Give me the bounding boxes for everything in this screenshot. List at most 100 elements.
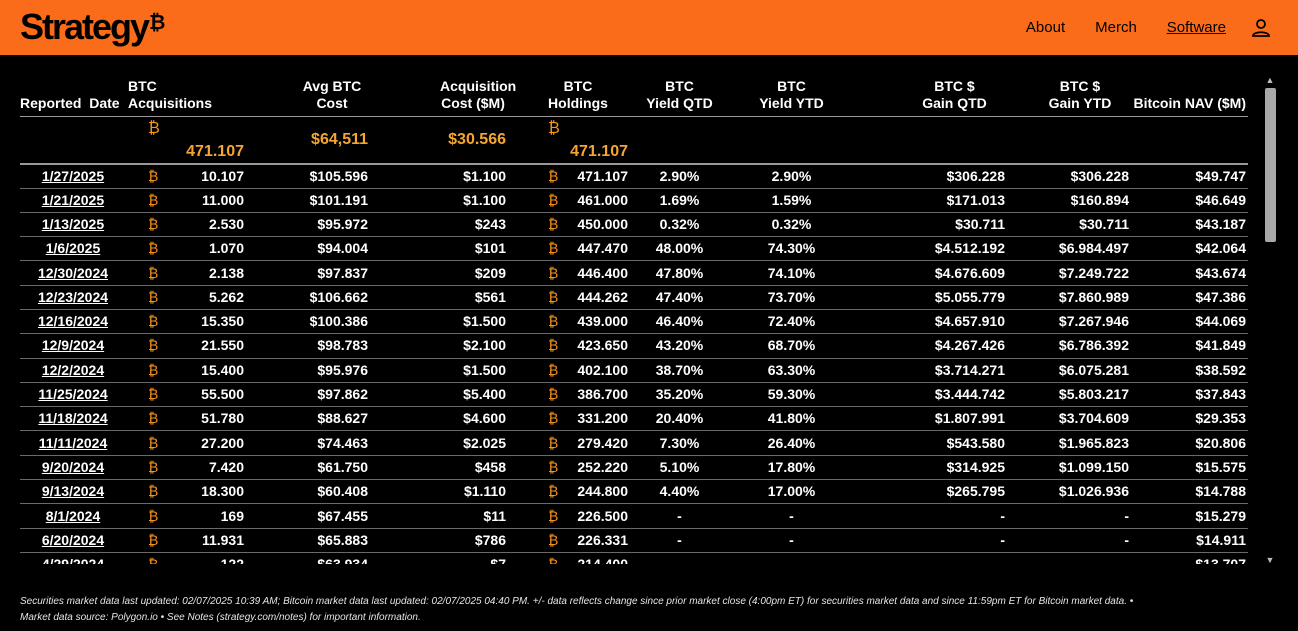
btc-yield-qtd-cell: 38.70% [630,358,731,383]
btc-acquisitions-value: 27.200 [201,434,244,451]
btc-holdings-value: 439.000 [577,313,628,330]
btc-gain-ytd-cell: - [1007,552,1131,564]
avg-btc-cost-cell: $94.004 [246,236,370,262]
btc-holdings-value: 423.650 [577,337,628,354]
btc-holdings-cell: ₿ 450.000 [508,212,630,238]
bitcoin-symbol-icon: ₿ [148,531,159,548]
btc-holdings-cell: ₿ 386.700 [508,382,630,408]
scroll-up-arrow-icon[interactable]: ▲ [1265,75,1275,85]
btc-acquisitions-value: 10.107 [201,167,244,184]
reported-date-link[interactable]: 9/13/2024 [41,483,105,500]
footer-line-source: Market data source: Polygon.io • See Not… [20,612,421,623]
btc-gain-qtd-cell: $4.267.426 [854,333,1007,359]
btc-acquisitions-cell: ₿ 1.070 [128,236,246,262]
nav-merch-link[interactable]: Merch [1095,19,1137,36]
reported-date-link[interactable]: 1/27/2025 [41,167,105,184]
btc-gain-qtd-cell: - [854,528,1007,553]
btc-holdings-value: 226.331 [577,531,628,548]
avg-btc-cost-cell: $100.386 [246,309,370,335]
scroll-thumb[interactable] [1265,88,1276,242]
btc-acquisitions-value: 1.070 [208,240,244,257]
reported-date-link[interactable]: 11/18/2024 [38,410,108,427]
col-btc-gain-qtd[interactable]: BTC $ Gain QTD [854,72,1007,117]
btc-acquisitions-value: 5.262 [208,288,244,305]
btc-gain-qtd-cell: $3.444.742 [854,382,1007,408]
btc-yield-ytd-cell: 63.30% [731,358,854,383]
reported-date-cell: 11/18/2024 [20,406,128,432]
reported-date-link[interactable]: 4/29/2024 [42,556,104,564]
reported-date-link[interactable]: 6/20/2024 [41,531,105,548]
btc-acquisitions-cell: ₿ 18.300 [128,479,246,505]
table-row: 8/1/2024 ₿ 169 $67.455 $11 ₿ 226.500- - - - $15.27… [20,503,1248,529]
btc-holdings-value: 447.470 [577,240,628,257]
bitcoin-nav-cell: $13.707 [1131,552,1248,564]
btc-acquisitions-cell: ₿ 2.530 [128,212,246,238]
bitcoin-symbol-icon: ₿ [548,483,559,500]
bitcoin-symbol-icon: ₿ [548,410,559,427]
reported-date-link[interactable]: 1/6/2025 [45,240,101,257]
btc-yield-ytd-cell: 72.40% [731,309,854,335]
bitcoin-symbol-icon: ₿ [548,361,559,378]
btc-acquisitions-cell: ₿ 7.420 [128,455,246,481]
btc-holdings-cell: ₿ 471.107 [508,163,630,189]
btc-yield-ytd-cell: 68.70% [731,333,854,359]
avg-btc-cost-cell: $97.837 [246,260,370,286]
user-icon[interactable] [1250,17,1272,39]
strategy-logo[interactable]: Strategy₿ [20,6,166,47]
btc-gain-qtd-cell: $4.676.609 [854,260,1007,286]
col-reported-date[interactable]: Reported Date [20,72,128,117]
btc-holdings-cell: ₿ 279.420 [508,430,630,456]
btc-holdings-value: 402.100 [577,361,628,378]
col-btc-gain-ytd[interactable]: BTC $ Gain YTD [1007,72,1131,117]
btc-holdings-value: 226.500 [577,507,628,524]
vertical-scrollbar[interactable]: ▲ ▼ [1263,74,1277,566]
reported-date-link[interactable]: 12/23/2024 [37,288,109,305]
bitcoin-symbol-icon: ₿ [148,553,158,564]
btc-gain-ytd-cell: $306.228 [1007,163,1131,189]
reported-date-link[interactable]: 12/2/2024 [41,361,105,378]
btc-gain-qtd-cell: $30.711 [854,212,1007,238]
col-btc-yield-ytd[interactable]: BTC Yield YTD [731,72,854,117]
btc-yield-qtd-cell: 2.90% [630,163,731,189]
reported-date-link[interactable]: 9/20/2024 [41,458,105,475]
col-acquisition-cost[interactable]: Acquisition Cost ($M) [370,72,516,117]
col-btc-acquisitions[interactable]: BTC Acquisitions [128,72,246,117]
btc-holdings-value: 450.000 [577,215,628,232]
reported-date-link[interactable]: 12/16/2024 [37,313,109,330]
avg-btc-cost-cell: $60.408 [246,479,370,505]
col-btc-yield-qtd[interactable]: BTC Yield QTD [630,72,731,117]
reported-date-link[interactable]: 11/25/2024 [38,386,108,403]
bitcoin-nav-cell: $15.575 [1131,455,1248,481]
btc-yield-ytd-cell: 59.30% [731,382,854,408]
nav-software-link[interactable]: Software [1166,19,1226,36]
summary-holdings: ₿ 471.107 [508,116,630,165]
btc-acquisitions-value: 169 [220,507,244,524]
reported-date-cell: 12/16/2024 [20,309,128,335]
btc-holdings-cell: ₿ 447.470 [508,236,630,262]
btc-yield-qtd-cell: 46.40% [630,309,731,335]
reported-date-link[interactable]: 8/1/2024 [45,507,101,524]
reported-date-link[interactable]: 12/30/2024 [37,264,109,281]
btc-gain-qtd-cell: $314.925 [854,455,1007,481]
acquisition-cost-cell: $2.100 [370,333,508,359]
btc-yield-qtd-cell: 0.32% [630,212,731,238]
reported-date-link[interactable]: 1/21/2025 [41,191,105,208]
nav-about-link[interactable]: About [1025,19,1066,36]
reported-date-link[interactable]: 12/9/2024 [41,337,105,354]
btc-holdings-cell: ₿ 461.000 [508,188,630,213]
bitcoin-symbol-icon: ₿ [548,458,559,475]
btc-acquisitions-cell: ₿ 122 [128,552,246,564]
reported-date-cell: 1/6/2025 [20,236,128,262]
scroll-down-arrow-icon[interactable]: ▼ [1265,555,1275,565]
reported-date-link[interactable]: 11/11/2024 [38,434,108,451]
col-btc-holdings[interactable]: BTC Holdings [508,72,630,117]
table-header-row: Reported Date BTC Acquisitions Avg BTC Co… [20,72,1248,117]
acquisition-cost-cell: $5.400 [370,382,508,408]
avg-btc-cost-cell: $106.662 [246,285,370,310]
btc-holdings-value: 446.400 [577,264,628,281]
col-bitcoin-nav[interactable]: Bitcoin NAV ($M) [1131,72,1248,117]
reported-date-link[interactable]: 1/13/2025 [41,215,105,232]
btc-yield-ytd-cell: 1.59% [731,188,854,213]
col-avg-btc-cost[interactable]: Avg BTC Cost [246,72,370,117]
btc-yield-qtd-cell: - [630,528,731,553]
